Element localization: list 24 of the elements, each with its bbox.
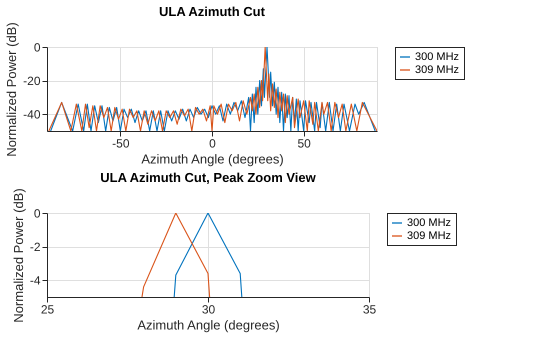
y-tick-label: 0 — [34, 40, 41, 54]
x-tick-label: 50 — [297, 136, 312, 150]
y-tick-label: -4 — [30, 274, 41, 288]
x-axis-title: Azimuth Angle (degrees) — [137, 318, 280, 332]
y-tick-label: 0 — [34, 206, 41, 220]
chart-title: ULA Azimuth Cut, Peak Zoom View — [100, 170, 317, 185]
chart-title: ULA Azimuth Cut — [159, 4, 266, 19]
x-tick-label: 35 — [362, 302, 376, 316]
y-tick-label: -40 — [23, 108, 41, 122]
y-tick-label: -20 — [23, 74, 41, 88]
y-tick-label: -2 — [30, 240, 41, 254]
x-tick-label: 30 — [202, 302, 216, 316]
legend-label: 300 MHz — [407, 217, 452, 229]
line-series — [141, 213, 210, 297]
legend-label: 309 MHz — [415, 64, 460, 76]
legend-label: 300 MHz — [415, 51, 460, 63]
y-axis-title: Normalized Power (dB) — [4, 22, 20, 157]
x-tick-label: 25 — [40, 302, 54, 316]
line-series — [174, 213, 242, 297]
legend-label: 309 MHz — [407, 230, 452, 242]
x-tick-label: 0 — [209, 136, 216, 150]
x-axis-title: Azimuth Angle (degrees) — [141, 152, 284, 166]
y-axis-title: Normalized Power (dB) — [10, 188, 26, 323]
x-tick-label: -50 — [112, 136, 130, 150]
